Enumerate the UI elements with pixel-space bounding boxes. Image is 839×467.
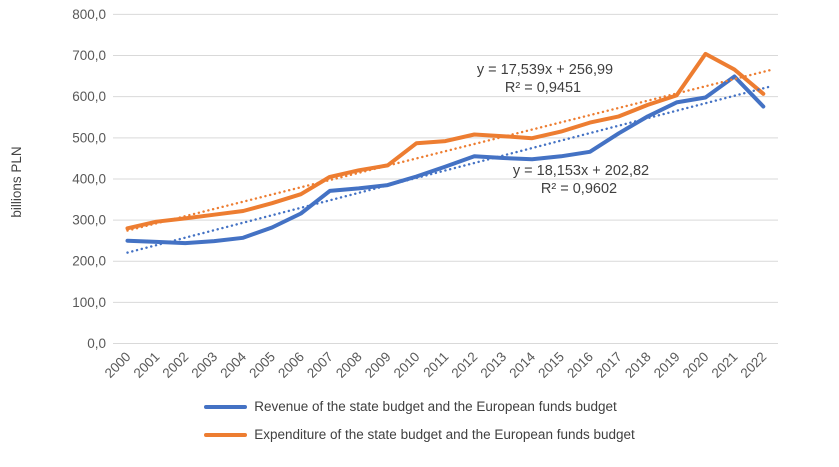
x-tick-label-2003[interactable]: 2003 — [188, 349, 220, 381]
expenditure-trendline[interactable] — [126, 68, 774, 232]
legend-label-expenditure: Expenditure of the state budget and the … — [254, 427, 635, 442]
legend-item-expenditure[interactable]: Expenditure of the state budget and the … — [204, 427, 635, 442]
x-tick-label-2009[interactable]: 2009 — [362, 349, 394, 381]
x-tick-label-2012[interactable]: 2012 — [449, 349, 481, 381]
x-tick-label-2002[interactable]: 2002 — [160, 349, 192, 381]
x-tick-label-2005[interactable]: 2005 — [246, 349, 278, 381]
x-tick-label-2008[interactable]: 2008 — [333, 349, 365, 381]
expenditure-trend-annotation: y = 17,539x + 256,99 R² = 0,9451 — [477, 62, 613, 96]
x-tick-label-2021[interactable]: 2021 — [709, 349, 741, 381]
legend-item-revenue[interactable]: Revenue of the state budget and the Euro… — [204, 399, 617, 414]
x-tick-label-2018[interactable]: 2018 — [622, 349, 654, 381]
y-tick-label-700: 700,0 — [72, 48, 106, 63]
x-tick-label-2004[interactable]: 2004 — [217, 349, 249, 381]
revenue-trend-equation: y = 18,153x + 202,82 — [513, 163, 649, 179]
y-tick-label-300: 300,0 — [72, 213, 106, 228]
revenue-line[interactable] — [125, 74, 766, 246]
revenue-trend-r2: R² = 0,9602 — [541, 181, 617, 197]
x-tick-label-2020[interactable]: 2020 — [680, 349, 712, 381]
x-tick-label-2013[interactable]: 2013 — [477, 349, 509, 381]
expenditure-trend-r2: R² = 0,9451 — [505, 80, 581, 96]
revenue-trend-annotation: y = 18,153x + 202,82 R² = 0,9602 — [513, 163, 649, 197]
x-tick-label-2016[interactable]: 2016 — [564, 349, 596, 381]
x-tick-label-2014[interactable]: 2014 — [506, 349, 538, 381]
trend-lines — [126, 68, 774, 254]
y-axis-title: billions PLN — [9, 146, 24, 217]
x-tick-label-2001[interactable]: 2001 — [131, 349, 163, 381]
x-tick-label-2007[interactable]: 2007 — [304, 349, 336, 381]
x-tick-label-2006[interactable]: 2006 — [275, 349, 307, 381]
x-tick-label-2022[interactable]: 2022 — [738, 349, 770, 381]
y-tick-label-0: 0,0 — [87, 336, 106, 351]
budget-line-chart: 0,0 100,0 200,0 300,0 400,0 500,0 600,0 700,0 80… — [9, 7, 778, 381]
x-tick-label-2017[interactable]: 2017 — [593, 349, 625, 381]
y-tick-label-400: 400,0 — [72, 171, 106, 186]
revenue-line-swatch — [204, 404, 248, 409]
legend-label-revenue: Revenue of the state budget and the Euro… — [254, 399, 617, 414]
expenditure-line-swatch — [204, 432, 248, 437]
expenditure-line[interactable] — [125, 51, 766, 231]
y-tick-label-500: 500,0 — [72, 130, 106, 145]
expenditure-trend-equation: y = 17,539x + 256,99 — [477, 62, 613, 78]
y-tick-label-100: 100,0 — [72, 295, 106, 310]
x-tick-label-2000[interactable]: 2000 — [102, 349, 134, 381]
revenue-trendline[interactable] — [126, 84, 774, 254]
x-tick-label-2019[interactable]: 2019 — [651, 349, 683, 381]
y-tick-label-800: 800,0 — [72, 7, 106, 22]
series-lines — [125, 51, 766, 246]
chart-legend: Revenue of the state budget and the Euro… — [0, 399, 839, 442]
gridlines — [113, 13, 778, 344]
y-tick-label-200: 200,0 — [72, 254, 106, 269]
x-tick-label-2011[interactable]: 2011 — [420, 349, 451, 380]
x-tick-label-2010[interactable]: 2010 — [391, 349, 423, 381]
x-tick-label-2015[interactable]: 2015 — [535, 349, 567, 381]
y-tick-label-600: 600,0 — [72, 89, 106, 104]
axis-labels: 0,0 100,0 200,0 300,0 400,0 500,0 600,0 700,0 80… — [72, 7, 769, 381]
